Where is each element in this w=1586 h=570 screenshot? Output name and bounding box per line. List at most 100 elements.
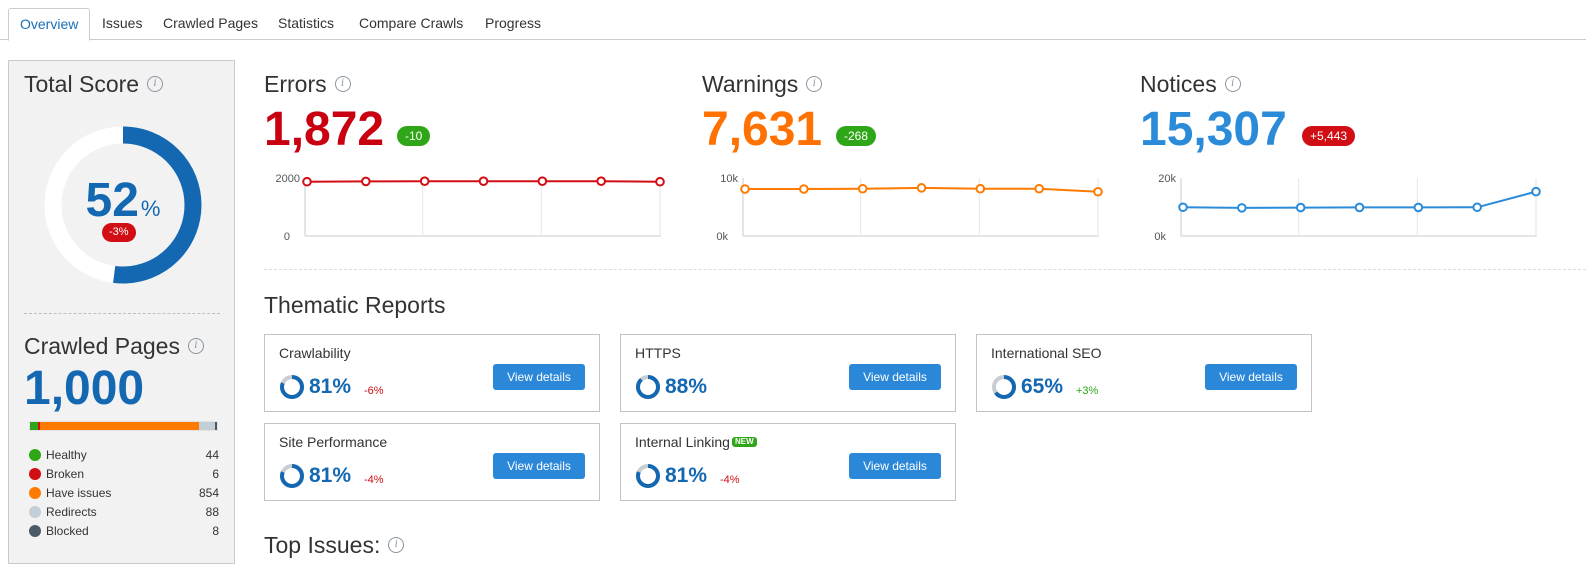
score-ring-icon xyxy=(280,464,304,488)
legend-value: 854 xyxy=(198,486,219,500)
data-point[interactable] xyxy=(361,176,371,187)
data-point[interactable] xyxy=(1295,202,1306,213)
errors-trend-chart: 2000 0 xyxy=(276,173,665,243)
warnings-change-badge: -268 xyxy=(836,126,877,146)
data-point[interactable] xyxy=(655,176,665,187)
ring-fill xyxy=(992,375,1016,399)
errors-value[interactable]: 1,872 xyxy=(264,103,385,156)
info-icon[interactable]: i xyxy=(187,337,204,354)
legend-item[interactable]: Broken 6 xyxy=(29,466,221,485)
report-score: 81% xyxy=(665,464,708,487)
data-point[interactable] xyxy=(302,176,312,187)
tab-bar: Overview Issues Crawled Pages Statistics… xyxy=(0,0,1586,41)
report-score: 88% xyxy=(665,375,708,398)
data-point[interactable] xyxy=(1178,202,1188,213)
data-point[interactable] xyxy=(1093,186,1103,197)
data-point[interactable] xyxy=(1472,202,1482,213)
report-card: Site Performance 81% -4% View details xyxy=(264,423,600,501)
data-point[interactable] xyxy=(1237,203,1247,213)
score-panel: Total Score i 52% -3% Crawled Pages i 1,00… xyxy=(8,60,235,564)
tab-statistics[interactable]: Statistics xyxy=(278,15,335,31)
pages-bar-segment[interactable] xyxy=(30,422,39,430)
tab-issues[interactable]: Issues xyxy=(102,15,143,31)
legend-value: 8 xyxy=(212,524,219,538)
section-divider xyxy=(264,269,1586,270)
legend-item[interactable]: Healthy 44 xyxy=(29,447,221,466)
notices-title: Notices i xyxy=(1140,71,1241,98)
data-point[interactable] xyxy=(478,176,489,186)
top-issues-title: Top Issues: i xyxy=(264,532,405,559)
report-card-title-text: Crawlability xyxy=(279,345,351,361)
y-tick-label: 2000 xyxy=(276,173,300,185)
y-tick-label: 20k xyxy=(1158,173,1176,185)
top-issues-label: Top Issues: xyxy=(264,532,381,558)
tab-progress[interactable]: Progress xyxy=(485,15,542,31)
tab-compare-crawls[interactable]: Compare Crawls xyxy=(359,15,464,31)
view-details-button[interactable]: View details xyxy=(849,364,941,390)
warnings-title: Warnings i xyxy=(702,71,823,98)
info-icon[interactable]: i xyxy=(1224,75,1241,92)
legend-dot-icon xyxy=(29,506,41,518)
pages-bar-segment[interactable] xyxy=(40,422,199,430)
errors-label: Errors xyxy=(264,71,327,97)
errors-title: Errors i xyxy=(264,71,351,98)
view-details-button[interactable]: View details xyxy=(493,364,585,390)
data-point[interactable] xyxy=(975,183,986,194)
data-point[interactable] xyxy=(1413,202,1424,213)
pages-bar-segment[interactable] xyxy=(215,422,217,430)
notices-trend-chart: 20k 0k xyxy=(1154,173,1541,243)
total-score-label: Total Score xyxy=(24,71,140,97)
total-score-title: Total Score i xyxy=(24,71,164,98)
report-card: Internal Linking NEW 81% -4% View details xyxy=(620,423,956,501)
report-card-title[interactable]: Site Performance xyxy=(279,434,387,450)
warnings-value[interactable]: 7,631 xyxy=(702,103,823,156)
legend-dot-icon xyxy=(29,449,41,461)
report-card-title-text: International SEO xyxy=(991,345,1102,361)
notices-label: Notices xyxy=(1140,71,1217,97)
report-card-title-text: Site Performance xyxy=(279,434,388,450)
tab-overview[interactable]: Overview xyxy=(8,8,91,41)
report-card-title[interactable]: Internal Linking NEW xyxy=(635,434,757,450)
view-details-button[interactable]: View details xyxy=(1205,364,1297,390)
data-point[interactable] xyxy=(1034,183,1044,194)
data-point[interactable] xyxy=(916,183,927,193)
info-icon[interactable]: i xyxy=(806,75,823,92)
info-icon[interactable]: i xyxy=(334,75,351,92)
warnings-label: Warnings xyxy=(702,71,799,97)
report-score-change: +3% xyxy=(1076,385,1099,397)
view-details-button[interactable]: View details xyxy=(493,453,585,479)
warnings-metric: Warnings i 7,631 -268 10k 0k xyxy=(702,68,1122,248)
report-card: Crawlability 81% -6% View details xyxy=(264,334,600,412)
data-point[interactable] xyxy=(1531,186,1541,197)
pages-bar-segment[interactable] xyxy=(38,422,41,430)
data-point[interactable] xyxy=(596,176,606,186)
legend-item[interactable]: Blocked 8 xyxy=(29,523,221,542)
errors-metric: Errors i 1,872 -10 2000 0 xyxy=(264,68,684,248)
data-point[interactable] xyxy=(537,176,548,186)
view-details-button[interactable]: View details xyxy=(849,453,941,479)
crawled-pages-value: 1,000 xyxy=(24,362,145,415)
legend-value: 44 xyxy=(205,448,219,462)
y-tick-label: 0k xyxy=(716,231,728,243)
score-change-badge: -3% xyxy=(102,223,136,242)
score-ring-fill xyxy=(44,126,202,284)
legend-label: Broken xyxy=(46,467,85,481)
data-point[interactable] xyxy=(419,176,430,186)
info-icon[interactable]: i xyxy=(388,536,405,553)
report-card-title[interactable]: International SEO xyxy=(991,345,1102,361)
report-card-title[interactable]: Crawlability xyxy=(279,345,351,361)
legend-item[interactable]: Have issues 854 xyxy=(29,485,221,504)
tab-crawled-pages[interactable]: Crawled Pages xyxy=(163,15,258,31)
notices-value[interactable]: 15,307 xyxy=(1140,103,1287,156)
info-icon[interactable]: i xyxy=(147,75,164,92)
data-point[interactable] xyxy=(740,184,750,194)
legend-label: Redirects xyxy=(46,505,97,519)
report-card-title[interactable]: HTTPS xyxy=(635,345,681,361)
legend-item[interactable]: Redirects 88 xyxy=(29,504,221,523)
crawled-pages-label: Crawled Pages xyxy=(24,333,180,359)
data-point[interactable] xyxy=(857,183,868,194)
report-card: International SEO 65% +3% View details xyxy=(976,334,1312,412)
data-point[interactable] xyxy=(799,184,809,194)
pages-bar-segment[interactable] xyxy=(198,422,215,430)
data-point[interactable] xyxy=(1354,202,1365,213)
